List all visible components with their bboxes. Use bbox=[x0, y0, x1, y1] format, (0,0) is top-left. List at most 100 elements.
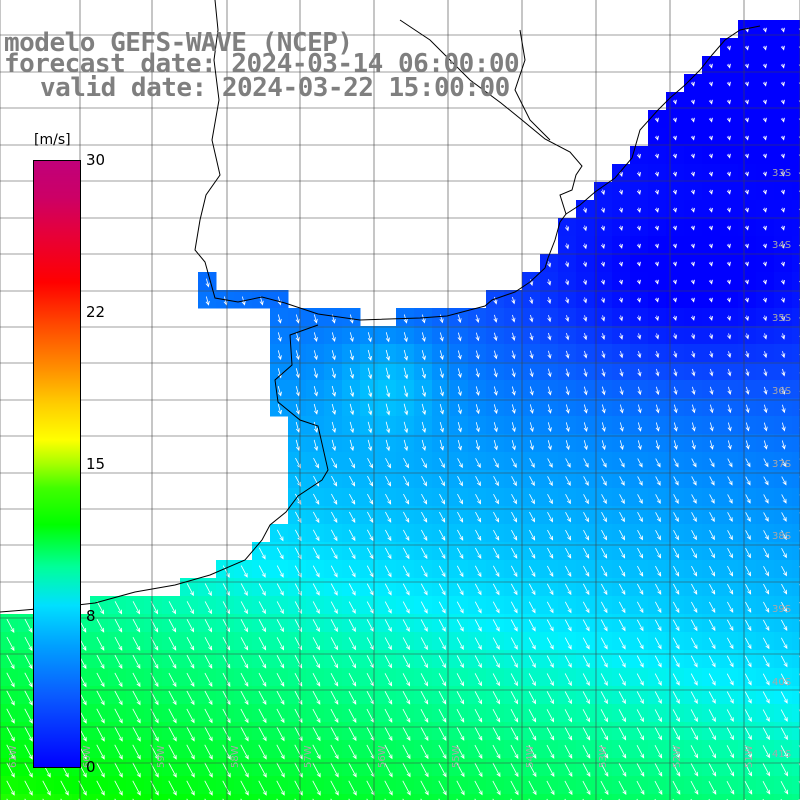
wind-arrow bbox=[132, 726, 141, 742]
wind-arrow bbox=[438, 655, 446, 669]
wind-arrow bbox=[258, 655, 267, 669]
wind-arrow bbox=[637, 512, 643, 523]
wind-arrow bbox=[726, 189, 731, 195]
wind-arrow bbox=[744, 279, 749, 285]
wind-arrow bbox=[654, 727, 662, 741]
wind-arrow bbox=[600, 709, 608, 723]
wind-arrow bbox=[295, 421, 301, 433]
wind-arrow bbox=[402, 780, 411, 796]
longitude-label: 56W bbox=[377, 745, 388, 768]
wind-arrow bbox=[547, 279, 552, 286]
wind-arrow bbox=[456, 601, 464, 614]
wind-arrow bbox=[276, 672, 285, 687]
wind-arrow bbox=[511, 368, 516, 378]
wind-arrow bbox=[762, 81, 767, 87]
wind-arrow bbox=[421, 439, 427, 452]
wind-arrow bbox=[348, 762, 357, 778]
wind-arrow bbox=[402, 565, 410, 578]
wind-arrow bbox=[385, 511, 392, 523]
colorbar-units: [m/s] bbox=[34, 132, 71, 148]
wind-arrow bbox=[781, 583, 788, 595]
wind-arrow bbox=[349, 439, 355, 452]
wind-arrow bbox=[403, 385, 409, 398]
wind-arrow bbox=[726, 207, 731, 213]
wind-arrow bbox=[691, 458, 697, 468]
wind-arrow bbox=[493, 422, 498, 433]
wind-arrow bbox=[726, 619, 734, 632]
wind-arrow bbox=[708, 780, 717, 795]
wind-arrow bbox=[726, 99, 731, 105]
wind-arrow bbox=[276, 565, 284, 578]
wind-arrow bbox=[547, 315, 552, 323]
wind-arrow bbox=[655, 512, 661, 523]
wind-arrow bbox=[439, 439, 445, 451]
wind-arrow bbox=[403, 511, 410, 523]
wind-arrow bbox=[583, 368, 588, 378]
wind-arrow bbox=[690, 279, 695, 285]
wind-arrow bbox=[673, 547, 679, 559]
wind-arrow bbox=[690, 297, 695, 303]
wind-arrow bbox=[619, 315, 624, 322]
wind-arrow bbox=[114, 690, 123, 706]
wind-arrow bbox=[762, 745, 770, 759]
wind-arrow bbox=[654, 637, 662, 650]
wind-arrow bbox=[690, 673, 698, 686]
wind-arrow bbox=[132, 654, 141, 670]
wind-arrow bbox=[510, 637, 518, 650]
wind-arrow bbox=[600, 279, 605, 286]
wind-arrow bbox=[96, 672, 105, 688]
wind-arrow bbox=[457, 368, 462, 379]
wind-speed-cell bbox=[792, 686, 800, 705]
wind-arrow bbox=[403, 421, 409, 434]
wind-arrow bbox=[240, 708, 249, 724]
wind-arrow bbox=[348, 673, 357, 687]
wind-arrow bbox=[690, 117, 695, 123]
wind-arrow bbox=[690, 745, 699, 759]
wind-arrow bbox=[762, 243, 767, 249]
wind-arrow bbox=[636, 225, 641, 231]
wind-speed-cell bbox=[468, 794, 487, 800]
wind-arrow bbox=[691, 494, 697, 504]
wind-arrow bbox=[384, 744, 393, 760]
latitude-label: 33S bbox=[772, 168, 791, 179]
wind-arrow bbox=[240, 565, 248, 578]
wind-arrow bbox=[492, 601, 500, 614]
wind-arrow bbox=[114, 636, 123, 651]
wind-arrow bbox=[312, 744, 321, 760]
wind-arrow bbox=[276, 637, 285, 651]
wind-arrow bbox=[331, 332, 336, 343]
wind-arrow bbox=[493, 332, 498, 342]
wind-arrow bbox=[564, 619, 572, 632]
wind-arrow bbox=[186, 762, 195, 778]
wind-arrow bbox=[636, 673, 644, 686]
wind-speed-cell bbox=[792, 128, 800, 147]
wind-arrow bbox=[582, 243, 588, 250]
wind-arrow bbox=[367, 439, 373, 452]
wind-arrow bbox=[475, 404, 480, 415]
wind-arrow bbox=[763, 565, 769, 577]
wind-arrow bbox=[349, 385, 355, 398]
wind-speed-cell bbox=[792, 92, 800, 111]
wind-arrow bbox=[294, 637, 302, 651]
wind-arrow bbox=[457, 332, 462, 342]
wind-arrow bbox=[529, 368, 534, 378]
wind-speed-cell bbox=[792, 416, 800, 435]
wind-arrow bbox=[330, 529, 338, 542]
wind-arrow bbox=[690, 763, 699, 777]
wind-arrow bbox=[402, 691, 411, 705]
wind-arrow bbox=[600, 583, 608, 596]
wind-arrow bbox=[204, 654, 213, 669]
wind-arrow bbox=[618, 673, 626, 686]
wind-arrow bbox=[709, 440, 714, 450]
wind-arrow bbox=[331, 403, 337, 415]
wind-arrow bbox=[709, 422, 714, 432]
wind-arrow bbox=[222, 708, 231, 724]
wind-arrow bbox=[637, 494, 643, 505]
wind-arrow bbox=[330, 726, 339, 742]
wind-arrow bbox=[600, 780, 609, 796]
wind-arrow bbox=[312, 780, 321, 796]
wind-arrow bbox=[600, 619, 608, 632]
wind-arrow bbox=[313, 439, 319, 452]
wind-speed-cell bbox=[396, 794, 415, 800]
wind-arrow bbox=[745, 422, 750, 432]
